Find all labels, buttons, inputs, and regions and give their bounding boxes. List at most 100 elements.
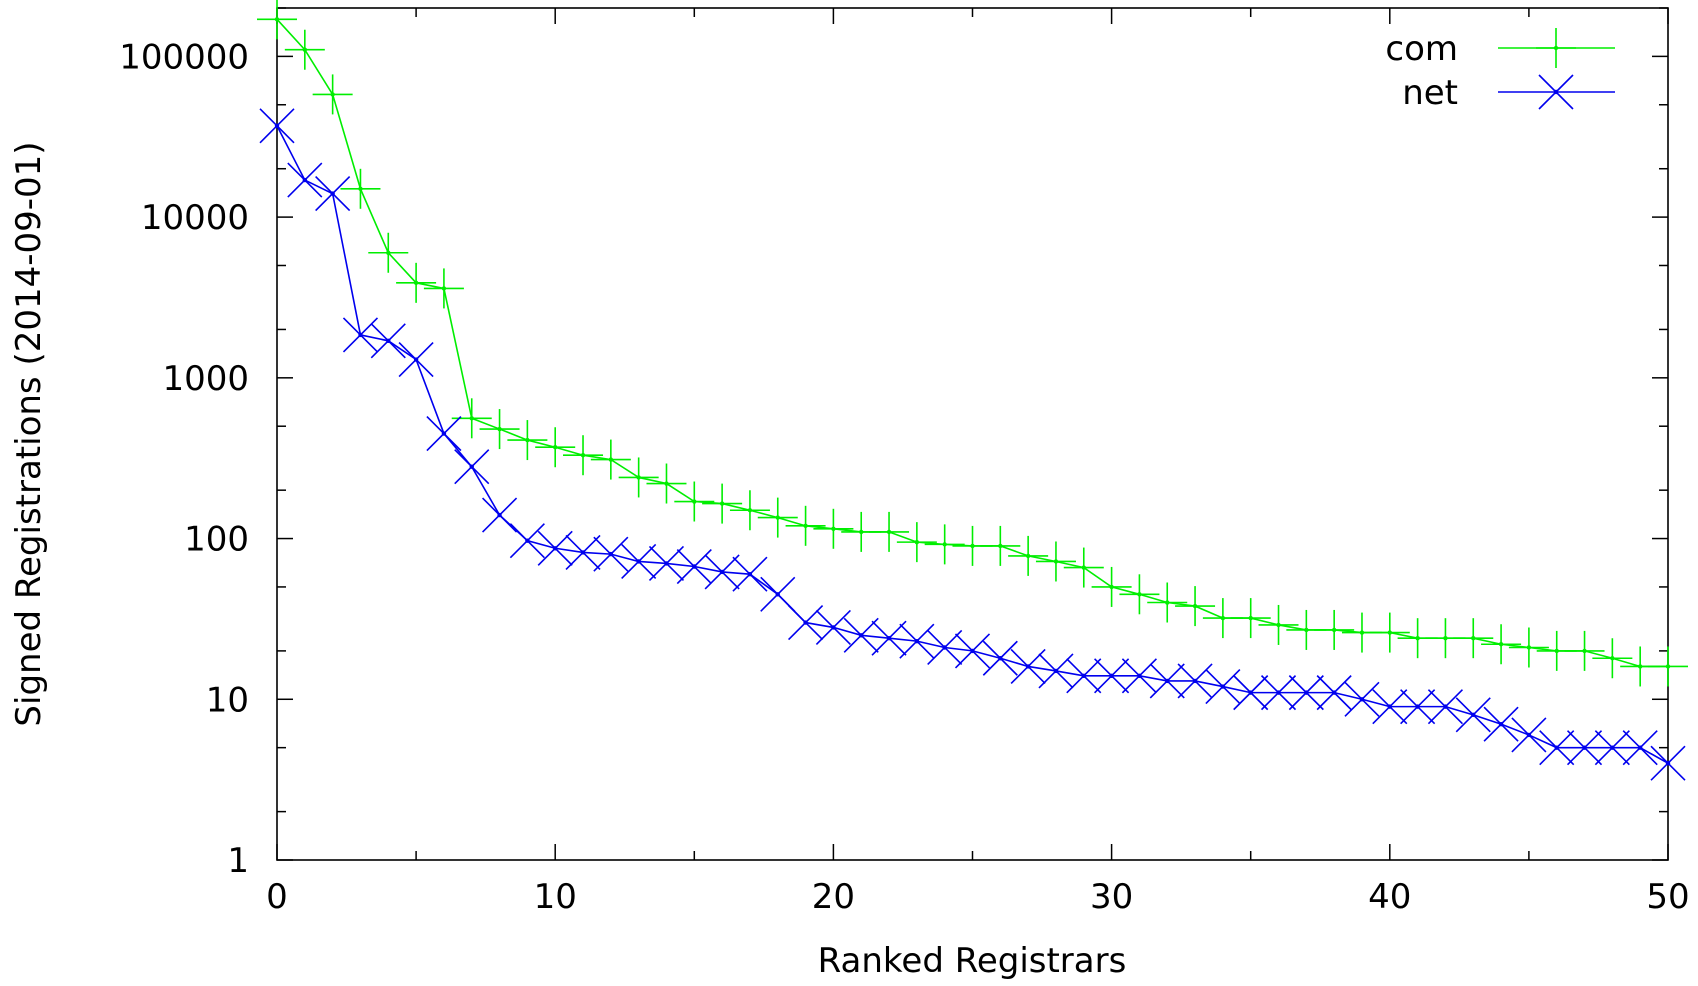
series-net-dot [386, 338, 391, 343]
series-net-dot [1025, 664, 1031, 669]
series-net-dot [1443, 704, 1448, 709]
series-com-point [1091, 566, 1132, 607]
series-net-point [704, 554, 740, 590]
series-com-point [257, 0, 297, 40]
series-net-dot [1387, 704, 1393, 709]
series-com-point [1230, 598, 1271, 639]
series-com-dot [1415, 635, 1420, 641]
series-net-dot [886, 635, 892, 641]
series-net-dot [692, 564, 697, 569]
series-net-point [1288, 675, 1324, 711]
legend-com-dot [1553, 45, 1559, 51]
series-com-dot [1665, 664, 1671, 669]
series-net-dot [441, 431, 447, 436]
series-net-point [676, 548, 712, 585]
series-com-dot [1220, 615, 1226, 621]
series-com-dot [1387, 630, 1393, 635]
series-com-dot [1276, 622, 1281, 628]
series-net-point [1566, 730, 1603, 766]
series-com-dot [1137, 592, 1142, 597]
series-com-dot [330, 92, 335, 97]
series-com-dot [998, 543, 1003, 549]
series-net-point [454, 449, 490, 485]
series-com-dot [497, 426, 502, 432]
series-net-point [565, 534, 601, 570]
series-net-point [843, 617, 879, 653]
series-com-dot [1443, 635, 1448, 641]
series-com-dot [274, 17, 280, 22]
y-tick-label: 100 [184, 520, 249, 560]
series-com-dot [1081, 565, 1086, 570]
series-net-dot [859, 633, 864, 638]
series-com-point [284, 29, 325, 70]
series-net-point [1650, 745, 1686, 781]
series-com-dot [1192, 603, 1198, 609]
series-com-dot [441, 286, 447, 291]
series-net-point [1205, 668, 1241, 705]
axis-ticks [276, 7, 1669, 861]
series-com-point [924, 524, 965, 565]
y-tick-label: 10 [206, 680, 249, 720]
series-net-point [1622, 730, 1658, 766]
series-com-dot [1637, 664, 1643, 669]
series-net-point [927, 629, 963, 666]
series-net-point [287, 162, 323, 198]
series-com-dot [553, 445, 558, 450]
series-net-dot [1192, 678, 1198, 684]
series-net-point [1539, 730, 1575, 766]
series-com-point [1648, 646, 1688, 687]
series-net-dot [580, 550, 586, 555]
series-net-dot [831, 625, 836, 630]
series-net-point [982, 640, 1018, 676]
series-net-dot [1248, 690, 1253, 695]
series-com-dot [358, 186, 363, 192]
series-net-point [1594, 730, 1630, 766]
series-net-dot [525, 538, 530, 543]
legend-net-point [1538, 74, 1574, 110]
series-com-point [1592, 638, 1633, 679]
series-com-dot [1582, 648, 1587, 654]
series-com-dot [1526, 645, 1532, 650]
series-com-point [1175, 586, 1216, 627]
series-net-dot [1610, 745, 1615, 750]
series-net-dot [914, 638, 920, 644]
series-net-point [1511, 717, 1547, 753]
series-net-dot [1331, 690, 1337, 695]
series-com-point [507, 420, 548, 461]
series-com-dot [1109, 584, 1114, 590]
series-net-dot [998, 656, 1003, 661]
series-net-dot [302, 177, 308, 183]
series-net-dot [1359, 697, 1365, 702]
series-com-point [702, 483, 743, 524]
series-net-point [899, 623, 935, 659]
series-com-dot [1053, 559, 1059, 564]
series-net-point [509, 523, 545, 559]
series-net-dot [1526, 732, 1532, 738]
series-com-dot [608, 457, 614, 462]
y-axis-label: Signed Registrations (2014-09-01) [9, 141, 49, 726]
series-net-dot [1471, 712, 1476, 718]
series-com-dot [914, 539, 920, 545]
series-com-dot [664, 481, 669, 486]
series-com-point [674, 481, 715, 522]
series-com-dot [386, 250, 391, 255]
series-net-dot [775, 592, 780, 597]
series-com-point [813, 508, 854, 549]
series-net-dot [664, 561, 669, 566]
series-com-dot [970, 543, 975, 549]
series-net-point [815, 609, 851, 645]
series-net-dot [747, 572, 753, 577]
series-com-dot [942, 542, 947, 547]
series-com-point [1008, 535, 1049, 576]
series-com-point [1063, 547, 1104, 588]
series-net-dot [1081, 673, 1086, 678]
series-net-point [732, 556, 768, 592]
series-net-point [370, 323, 406, 359]
series-com-dot [747, 508, 753, 513]
series-com-point [340, 168, 381, 209]
series-com-dot [1248, 615, 1253, 621]
series-net-point [259, 108, 295, 144]
series-net-dot [1554, 745, 1559, 750]
series-com-dot [859, 529, 864, 535]
series-net-dot [803, 620, 808, 625]
